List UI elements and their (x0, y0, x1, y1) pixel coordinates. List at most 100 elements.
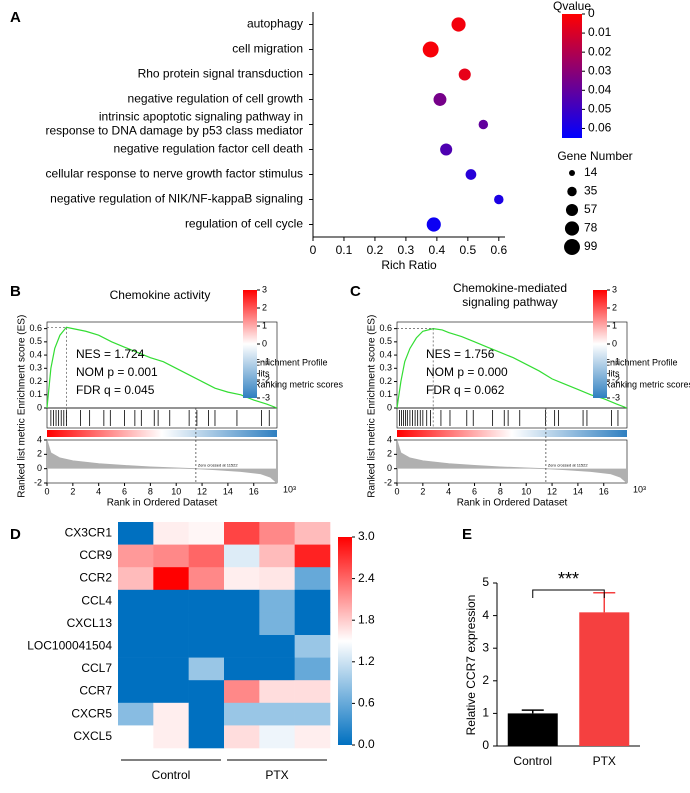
heat-cell (294, 589, 331, 613)
heat-cell (224, 589, 260, 613)
category-label: cell migration (232, 42, 303, 56)
heat-cell (259, 680, 295, 704)
x-tick-label: 0 (44, 486, 49, 496)
dot (451, 17, 466, 32)
rank-strip (47, 430, 277, 437)
heat-cell (118, 567, 154, 591)
heat-cell (188, 680, 225, 704)
colorbar-tick-label: -2 (262, 374, 270, 384)
y-tick-label: 0.2 (379, 376, 392, 386)
y-axis-label: Relative CCR7 expression (464, 595, 478, 736)
x-tick-label: 0 (310, 243, 317, 257)
color-legend-title: Qvalue (553, 0, 591, 13)
colorbar-tick-label: 2 (612, 302, 617, 312)
x-tick-label: 16 (599, 486, 609, 496)
panel-label: A (10, 9, 21, 26)
significance-bracket (532, 589, 605, 598)
row-label: CCL7 (81, 661, 112, 675)
y-tick-label: 0.3 (29, 363, 42, 373)
y2-tick-label: -2 (384, 477, 392, 487)
size-legend-label: 57 (584, 202, 598, 216)
size-legend-dot (569, 170, 575, 176)
color-tick-label: 0.01 (588, 25, 612, 39)
colorbar-tick-label: 3 (262, 284, 267, 294)
size-legend-dot (565, 203, 579, 217)
heat-cell (259, 725, 295, 749)
category-label: regulation of cell cycle (185, 217, 303, 231)
x-tick-label: 0.1 (336, 243, 353, 257)
heat-cell (188, 522, 225, 545)
x-tick-label: 0 (394, 486, 399, 496)
y2-tick-label: -2 (34, 477, 42, 487)
y-axis-label: Enrichment score (ES) (367, 315, 378, 416)
x-tick-label: 0.4 (429, 243, 446, 257)
x-tick-label: 0.5 (459, 243, 476, 257)
y-tick-label: 0.4 (379, 349, 392, 359)
x-tick-label: 4 (96, 486, 101, 496)
colorbar-tick-label: 1.2 (358, 654, 375, 668)
heat-cell (188, 725, 225, 749)
x-tick-label: 12 (197, 486, 207, 496)
heat-cell (153, 725, 189, 749)
y2-tick-label: 0 (37, 463, 42, 473)
row-label: CCR9 (79, 548, 112, 562)
panel-label: B (10, 283, 21, 300)
heat-cell (294, 635, 331, 658)
row-label: CCR7 (79, 684, 112, 698)
colorbar-tick-label: -3 (612, 392, 620, 402)
stat-label: NES = 1.724 (76, 347, 145, 361)
y2-axis-label: Ranked list metric (367, 418, 378, 497)
heat-cell (153, 680, 189, 704)
heat-cell (259, 612, 295, 636)
row-label: CXCL13 (67, 616, 113, 630)
x-tick-label: 2 (420, 486, 425, 496)
y-tick-label: 0.5 (379, 336, 392, 346)
heat-cell (259, 635, 295, 658)
row-label: CXCL5 (73, 729, 112, 743)
size-legend-dot (564, 239, 580, 255)
x-tick-label: 8 (498, 486, 503, 496)
es-curve (396, 328, 628, 409)
heat-cell (294, 522, 331, 545)
size-legend-dot (567, 186, 577, 197)
color-tick-label: 0.04 (588, 82, 612, 96)
legend-label: Hits (604, 368, 620, 378)
y-tick-label: 0.1 (29, 389, 42, 399)
panel-label: E (462, 526, 472, 543)
y2-tick-label: 0 (387, 463, 392, 473)
heat-cell (224, 725, 260, 749)
x-axis-label: Rank in Ordered Dataset (457, 498, 568, 509)
colorbar (338, 537, 352, 745)
heat-cell (294, 680, 331, 704)
bar (507, 713, 558, 746)
x-tick-label: 0.2 (367, 243, 384, 257)
heat-cell (188, 657, 225, 681)
heat-cell (118, 635, 154, 658)
heat-cell (188, 589, 225, 613)
heat-cell (118, 702, 154, 726)
colorbar-tick-label: -1 (262, 356, 270, 366)
heat-cell (153, 589, 189, 613)
y2-tick-label: 2 (37, 449, 42, 459)
y-tick-label: 5 (482, 575, 489, 589)
heat-cell (118, 725, 154, 749)
legend-label: Hits (254, 368, 270, 378)
dot (465, 169, 477, 180)
heat-cell (153, 522, 189, 545)
dot (426, 217, 441, 232)
y-tick-label: 0 (37, 402, 42, 412)
legend-label: Ranking metric scores (254, 379, 344, 389)
row-label: CCR2 (79, 571, 112, 585)
heat-cell (153, 702, 189, 726)
hits-frame (396, 407, 628, 429)
legend-label: Ranking metric scores (604, 379, 690, 389)
y-tick-label: 3 (482, 640, 489, 654)
colorbar-tick-label: 0 (612, 338, 617, 348)
row-label: CX3CR1 (65, 525, 113, 539)
heat-cell (153, 612, 189, 636)
x-tick-label: 6 (122, 486, 127, 496)
heat-cell (294, 725, 331, 749)
hits-frame (46, 407, 278, 429)
heat-cell (153, 657, 189, 681)
size-legend-label: 99 (584, 239, 598, 253)
